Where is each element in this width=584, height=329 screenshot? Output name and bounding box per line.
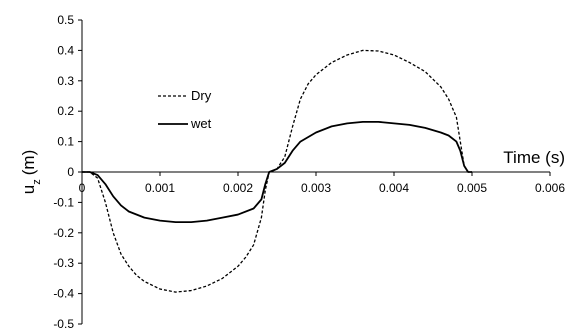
legend-label-dry: Dry [191, 88, 212, 103]
y-tick-label: 0.2 [57, 104, 74, 118]
y-tick-label: 0.5 [57, 13, 74, 27]
y-axis-label-main: u [19, 185, 38, 194]
y-ticks: 0.5 0.4 0.3 0.2 0.1 0 -0.1 -0.2 -0.3 -0.4 -0.5 [53, 13, 82, 329]
y-tick-label: 0 [67, 165, 74, 179]
y-tick-label: -0.3 [53, 256, 74, 270]
series-line-dry [82, 49, 472, 293]
y-tick-label: 0.3 [57, 74, 74, 88]
y-axis-label: uz (m) [19, 150, 43, 194]
x-tick-label: 0.001 [145, 181, 175, 195]
x-tick-label: 0.005 [457, 181, 487, 195]
x-tick-label: 0.003 [301, 181, 331, 195]
legend: Dry wet [158, 88, 212, 131]
x-tick-label: 0.002 [223, 181, 253, 195]
x-tick-label: 0 [79, 181, 86, 195]
y-axis-label-sub: z [31, 179, 43, 185]
series-line-wet [82, 120, 472, 224]
y-tick-label: -0.2 [53, 226, 74, 240]
y-tick-label: -0.1 [53, 195, 74, 209]
y-tick-label: 0.1 [57, 135, 74, 149]
x-tick-label: 0.006 [535, 181, 565, 195]
y-tick-label: -0.5 [53, 317, 74, 329]
x-ticks: 0 0.001 0.002 0.003 0.004 0.005 0.006 [79, 172, 565, 195]
series-lines [82, 49, 472, 293]
y-tick-label: 0.4 [57, 43, 74, 57]
y-axis-label-unit: (m) [19, 150, 38, 175]
x-axis-label: Time (s) [503, 148, 565, 167]
legend-label-wet: wet [190, 116, 212, 131]
x-tick-label: 0.004 [379, 181, 409, 195]
y-tick-label: -0.4 [53, 287, 74, 301]
